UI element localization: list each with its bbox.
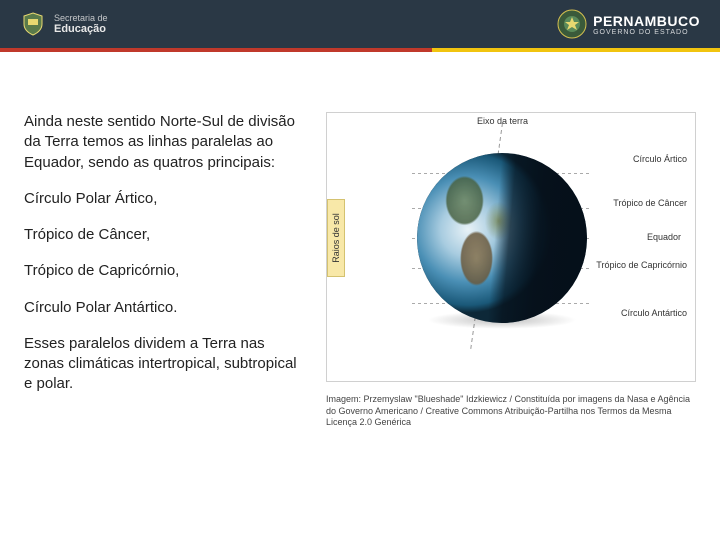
header-right: PERNAMBUCO GOVERNO DO ESTADO [557,9,700,39]
globe [417,153,587,323]
list-item-arctic: Círculo Polar Ártico, [24,189,306,209]
content-area: Ainda neste sentido Norte-Sul de divisão… [0,52,720,439]
label-capricorn: Trópico de Capricórnio [596,261,687,271]
label-antarctic: Círculo Antártico [621,309,687,319]
text-column: Ainda neste sentido Norte-Sul de divisão… [24,112,306,429]
ministry-line1: Secretaria de [54,13,108,23]
closing-paragraph: Esses paralelos dividem a Terra nas zona… [24,334,306,395]
image-credit: Imagem: Przemyslaw "Blueshade" Idzkiewic… [326,394,696,429]
list-item-capricorn: Trópico de Capricórnio, [24,261,306,281]
diagram-column: Raios de sol Eixo da terra Círculo Ártic… [326,112,696,429]
state-seal-icon [557,9,587,39]
intro-paragraph: Ainda neste sentido Norte-Sul de divisão… [24,112,306,173]
label-cancer: Trópico de Câncer [613,199,687,209]
list-item-antarctic: Círculo Polar Antártico. [24,298,306,318]
ministry-label: Secretaria de Educação [54,13,108,35]
label-equator: Equador [647,233,681,243]
earth-diagram: Raios de sol Eixo da terra Círculo Ártic… [326,112,696,382]
header-bar: Secretaria de Educação PERNAMBUCO GOVERN… [0,0,720,48]
label-axis: Eixo da terra [477,117,528,127]
shield-icon [20,11,46,37]
list-item-cancer: Trópico de Câncer, [24,225,306,245]
state-name: PERNAMBUCO [593,13,700,29]
state-sub: GOVERNO DO ESTADO [593,29,700,36]
globe-container [417,153,587,323]
header-left: Secretaria de Educação [20,11,108,37]
ministry-line2: Educação [54,23,108,35]
sun-rays-label: Raios de sol [331,213,341,263]
globe-terminator [417,153,587,323]
label-arctic: Círculo Ártico [633,155,687,165]
sun-rays-box: Raios de sol [327,199,345,277]
state-label: PERNAMBUCO GOVERNO DO ESTADO [593,13,700,36]
